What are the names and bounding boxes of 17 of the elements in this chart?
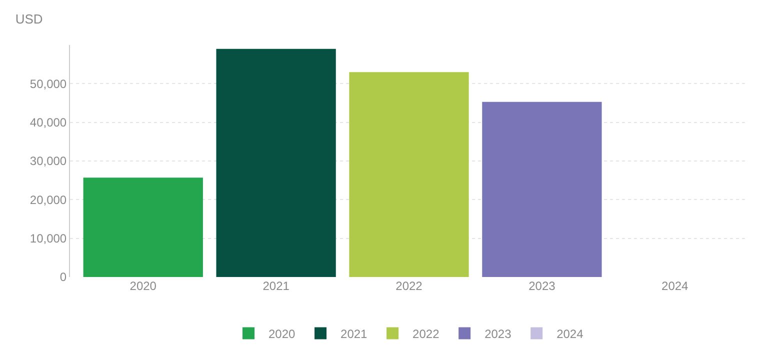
legend-label: 2024 — [556, 326, 584, 341]
y-tick-label: 20,000 — [30, 192, 67, 207]
y-tick-label: 50,000 — [30, 76, 67, 91]
legend-label: 2023 — [484, 326, 512, 341]
legend-label: 2021 — [340, 326, 368, 341]
x-tick-label: 2023 — [528, 279, 556, 293]
x-tick-label: 2024 — [662, 279, 689, 293]
x-tick-label: 2020 — [130, 279, 157, 293]
chart-title: USD — [15, 12, 43, 26]
y-tick-label: 30,000 — [30, 154, 67, 168]
legend-label: 2020 — [268, 326, 296, 341]
y-tick-label: 10,000 — [30, 232, 67, 246]
y-tick-label: 40,000 — [30, 116, 67, 130]
x-tick-label: 2021 — [262, 279, 290, 293]
legend-label: 2022 — [412, 326, 440, 341]
y-tick-label: 0 — [60, 270, 67, 284]
x-tick-label: 2022 — [396, 279, 423, 293]
